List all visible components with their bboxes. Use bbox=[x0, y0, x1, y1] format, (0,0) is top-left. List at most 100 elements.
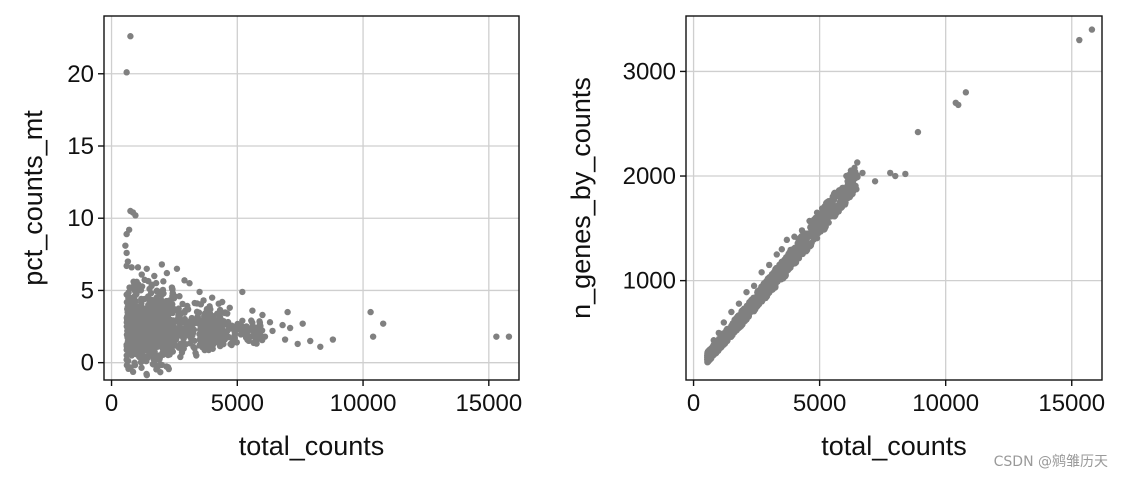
data-point bbox=[135, 319, 143, 326]
data-point bbox=[740, 316, 747, 323]
data-point bbox=[281, 336, 289, 343]
y-axis-label: n_genes_by_counts bbox=[566, 77, 596, 319]
data-point bbox=[131, 340, 138, 347]
data-point bbox=[182, 320, 190, 328]
data-point bbox=[191, 345, 198, 352]
data-point bbox=[216, 337, 223, 345]
data-point bbox=[775, 267, 782, 274]
data-point bbox=[766, 261, 773, 269]
data-point bbox=[731, 328, 738, 336]
data-point bbox=[188, 318, 195, 325]
data-point bbox=[131, 297, 138, 304]
x-tick-label: 5000 bbox=[793, 390, 846, 417]
data-point bbox=[193, 300, 201, 307]
data-point bbox=[128, 264, 135, 271]
data-point bbox=[307, 337, 314, 345]
data-point bbox=[208, 294, 216, 301]
data-point bbox=[704, 359, 711, 366]
data-point bbox=[733, 314, 740, 322]
data-point bbox=[244, 332, 251, 339]
data-point bbox=[212, 317, 219, 324]
data-point bbox=[756, 293, 763, 301]
data-point bbox=[123, 262, 130, 270]
data-point bbox=[769, 273, 777, 281]
x-tick-label: 0 bbox=[105, 390, 118, 417]
data-point bbox=[736, 323, 744, 331]
data-point bbox=[726, 332, 734, 339]
data-point bbox=[780, 273, 788, 280]
data-point bbox=[811, 233, 818, 240]
data-point bbox=[195, 309, 203, 316]
data-point bbox=[811, 219, 818, 227]
data-point bbox=[1088, 26, 1096, 33]
data-point bbox=[714, 344, 721, 352]
data-point bbox=[284, 308, 291, 316]
data-point bbox=[728, 308, 735, 316]
data-point bbox=[854, 159, 861, 166]
data-point bbox=[239, 317, 246, 324]
data-point bbox=[176, 293, 183, 300]
data-point bbox=[836, 198, 843, 206]
data-point bbox=[750, 282, 758, 290]
data-point bbox=[177, 316, 184, 323]
x-tick-label: 15000 bbox=[455, 390, 522, 417]
data-point bbox=[859, 169, 866, 177]
data-point bbox=[758, 269, 765, 276]
data-point bbox=[269, 327, 276, 335]
data-point bbox=[204, 324, 212, 332]
data-point bbox=[787, 264, 794, 271]
data-point bbox=[819, 212, 827, 219]
data-point bbox=[179, 300, 186, 308]
data-point bbox=[806, 217, 813, 225]
y-tick-label: 10 bbox=[67, 205, 94, 232]
data-point bbox=[133, 278, 140, 285]
data-point bbox=[224, 310, 231, 317]
data-point bbox=[158, 261, 166, 268]
y-axis-label: pct_counts_mt bbox=[18, 110, 48, 286]
data-point bbox=[821, 219, 829, 226]
x-axis-label: total_counts bbox=[821, 431, 967, 461]
plot-frame bbox=[685, 15, 1103, 381]
data-point bbox=[493, 333, 500, 340]
data-point bbox=[196, 288, 203, 296]
data-point bbox=[266, 319, 274, 326]
data-point bbox=[156, 352, 163, 359]
data-point bbox=[791, 233, 798, 240]
data-point bbox=[798, 227, 806, 234]
data-point bbox=[224, 318, 232, 326]
data-point bbox=[161, 307, 168, 314]
data-point bbox=[1076, 36, 1083, 44]
y-tick-label: 20 bbox=[67, 61, 94, 88]
y-tick-label: 15 bbox=[67, 133, 94, 160]
data-point bbox=[279, 321, 286, 329]
data-point bbox=[705, 350, 712, 358]
data-point bbox=[148, 281, 155, 288]
data-point bbox=[158, 319, 165, 327]
data-point bbox=[914, 128, 922, 136]
data-point bbox=[127, 33, 134, 40]
data-point bbox=[710, 337, 717, 344]
data-point bbox=[123, 69, 130, 76]
data-point bbox=[778, 246, 786, 253]
data-point bbox=[130, 333, 137, 340]
data-point bbox=[962, 89, 970, 96]
data-point bbox=[148, 297, 155, 305]
data-point bbox=[234, 323, 241, 330]
data-point bbox=[123, 356, 130, 363]
data-point bbox=[143, 265, 150, 272]
watermark: CSDN @鹓雏历天 bbox=[993, 454, 1108, 470]
data-point bbox=[237, 331, 245, 338]
data-point bbox=[148, 304, 155, 312]
data-point bbox=[191, 337, 198, 344]
data-point bbox=[197, 318, 204, 326]
data-point bbox=[317, 343, 324, 350]
data-point bbox=[226, 304, 233, 311]
data-point bbox=[299, 320, 306, 327]
data-point bbox=[153, 298, 161, 306]
data-point bbox=[168, 284, 176, 291]
data-point bbox=[841, 186, 849, 193]
data-point bbox=[206, 303, 213, 310]
data-point bbox=[166, 321, 174, 328]
data-point bbox=[261, 333, 269, 340]
point-cloud bbox=[704, 159, 861, 366]
